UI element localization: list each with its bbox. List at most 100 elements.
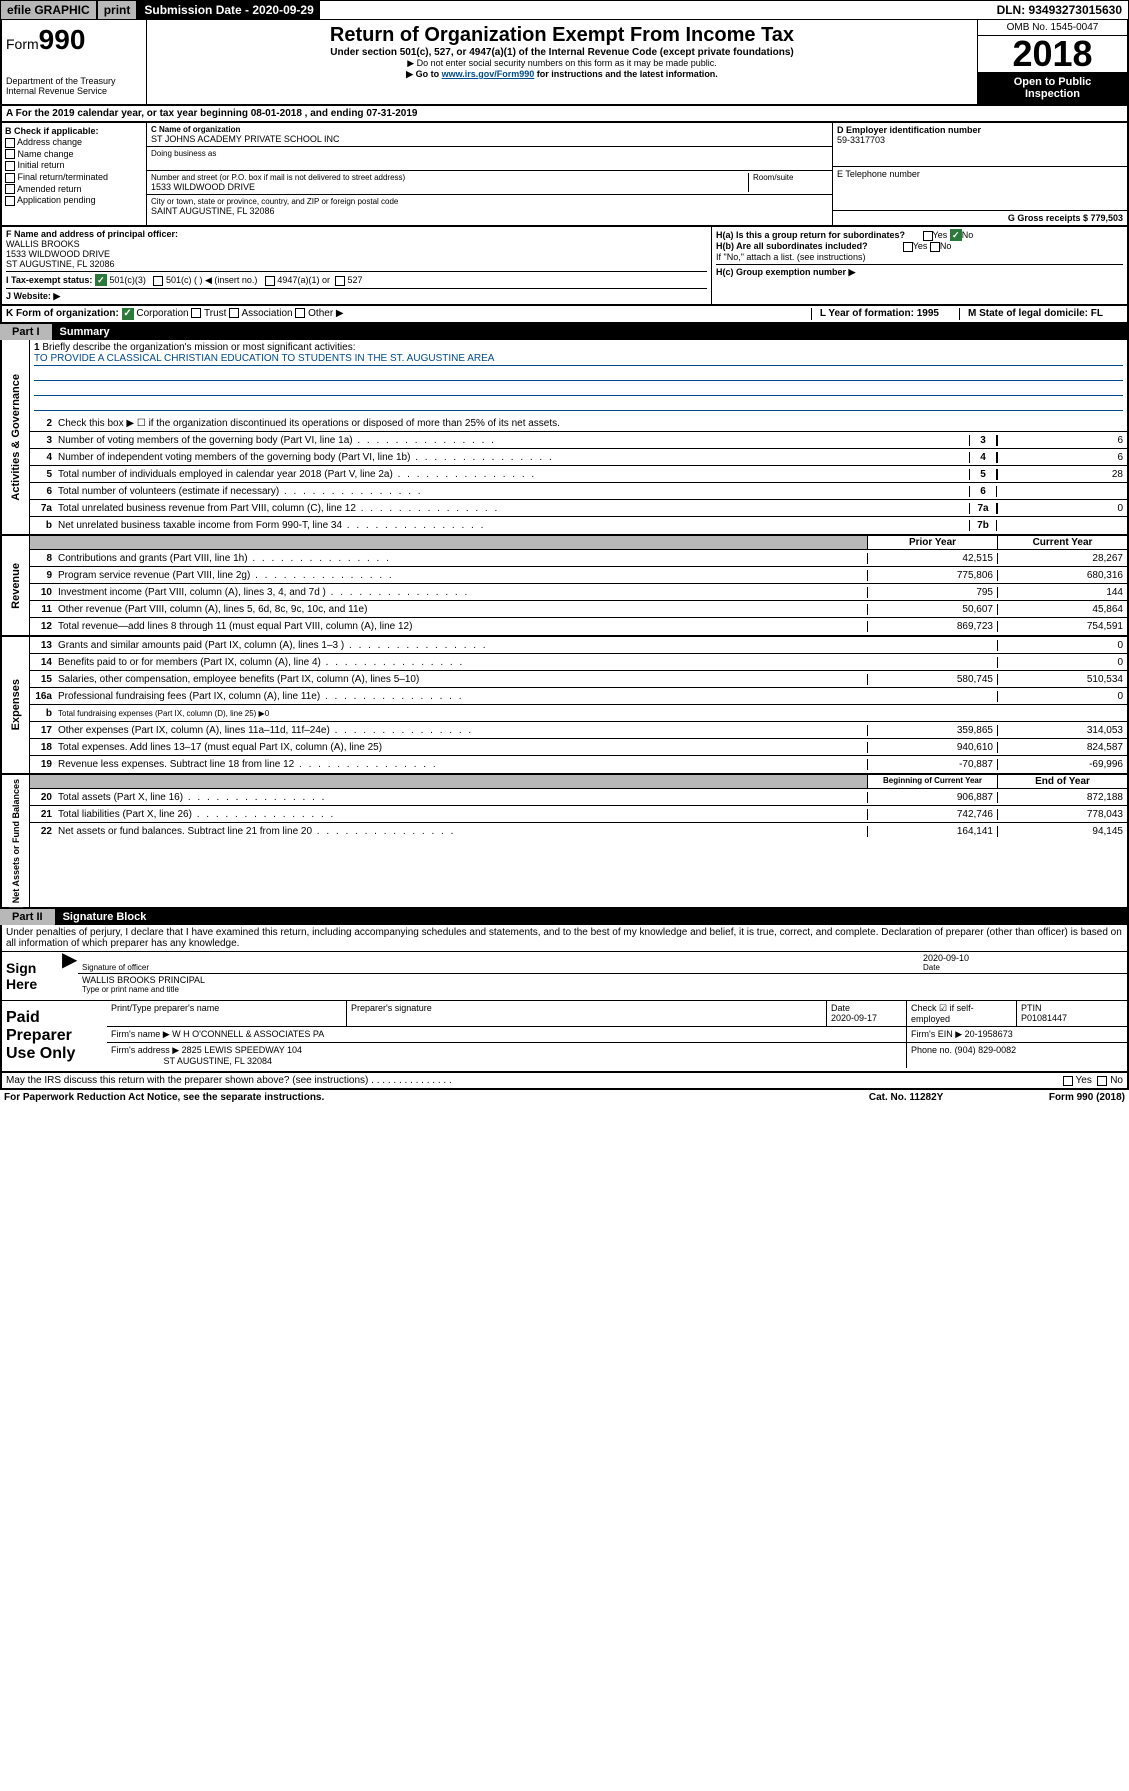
c8: 28,267 xyxy=(997,553,1127,564)
expenses-section: Expenses 13Grants and similar amounts pa… xyxy=(0,637,1129,775)
prep-date: 2020-09-17 xyxy=(831,1013,902,1023)
row-k: K Form of organization: ✓ Corporation Tr… xyxy=(0,306,1129,324)
part-1-box: Part I xyxy=(0,324,52,340)
p19: -70,887 xyxy=(867,759,997,770)
p12: 869,723 xyxy=(867,621,997,632)
c12: 754,591 xyxy=(997,621,1127,632)
l6: Total number of volunteers (estimate if … xyxy=(56,485,969,498)
l13: Grants and similar amounts paid (Part IX… xyxy=(56,639,867,652)
city-value: SAINT AUGUSTINE, FL 32086 xyxy=(151,206,828,216)
section-fgh: F Name and address of principal officer:… xyxy=(0,227,1129,306)
dln-label: DLN: 93493273015630 xyxy=(991,1,1128,19)
sig-officer-label: Signature of officer xyxy=(82,963,923,972)
vlabel-exp: Expenses xyxy=(8,675,24,734)
ha-no: No xyxy=(962,230,974,240)
check-self-employed: Check ☑ if self-employed xyxy=(907,1001,1017,1026)
p8: 42,515 xyxy=(867,553,997,564)
form-footer: Form 990 (2018) xyxy=(1049,1092,1125,1103)
p18: 940,610 xyxy=(867,742,997,753)
form-title: Return of Organization Exempt From Incom… xyxy=(151,24,973,47)
c9: 680,316 xyxy=(997,570,1127,581)
chk-name-change[interactable]: Name change xyxy=(5,149,143,160)
c11: 45,864 xyxy=(997,604,1127,615)
c19: -69,996 xyxy=(997,759,1127,770)
city-label: City or town, state or province, country… xyxy=(151,197,828,206)
section-bcd: B Check if applicable: Address change Na… xyxy=(0,123,1129,227)
l17: Other expenses (Part IX, column (A), lin… xyxy=(56,724,867,737)
l21: Total liabilities (Part X, line 26) xyxy=(56,808,867,821)
phone-lbl: Phone no. xyxy=(911,1045,952,1055)
officer-name: WALLIS BROOKS xyxy=(6,239,707,249)
form-subtitle-2: ▶ Do not enter social security numbers o… xyxy=(151,58,973,69)
revenue-section: Revenue Prior YearCurrent Year 8Contribu… xyxy=(0,536,1129,637)
h-note: If "No," attach a list. (see instruction… xyxy=(716,252,1123,262)
net-assets-section: Net Assets or Fund Balances Beginning of… xyxy=(0,775,1129,909)
part-2-box: Part II xyxy=(0,909,55,925)
efile-button[interactable]: efile GRAPHIC xyxy=(1,1,98,19)
box-b-title: B Check if applicable: xyxy=(5,126,143,136)
chk-amended[interactable]: Amended return xyxy=(5,184,143,195)
sig-intro: Under penalties of perjury, I declare th… xyxy=(2,925,1127,951)
l19: Revenue less expenses. Subtract line 18 … xyxy=(56,758,867,771)
hdr-end: End of Year xyxy=(997,775,1127,788)
chk-app-pending[interactable]: Application pending xyxy=(5,195,143,206)
part-2-header: Part II Signature Block xyxy=(0,909,1129,925)
c20: 872,188 xyxy=(997,792,1127,803)
dept-treasury: Department of the Treasury xyxy=(6,76,142,86)
v5: 28 xyxy=(997,469,1127,480)
prep-name-label: Print/Type preparer's name xyxy=(107,1001,347,1026)
l12: Total revenue—add lines 8 through 11 (mu… xyxy=(56,620,867,633)
firm-name: W H O'CONNELL & ASSOCIATES PA xyxy=(172,1029,324,1039)
opt-501c: 501(c) ( ) ◀ (insert no.) xyxy=(166,275,257,285)
ein-value: 59-3317703 xyxy=(837,135,1123,145)
l16a: Professional fundraising fees (Part IX, … xyxy=(56,690,867,703)
firm-ein-label: Firm's EIN ▶ xyxy=(911,1029,962,1039)
goto-post: for instructions and the latest informat… xyxy=(534,69,718,79)
opt-4947: 4947(a)(1) or xyxy=(277,275,330,285)
p10: 795 xyxy=(867,587,997,598)
chk-address-change[interactable]: Address change xyxy=(5,137,143,148)
officer-street: 1533 WILDWOOD DRIVE xyxy=(6,249,707,259)
k-trust: Trust xyxy=(204,308,226,319)
ein-label: D Employer identification number xyxy=(837,125,1123,135)
footer-final: For Paperwork Reduction Act Notice, see … xyxy=(0,1090,1129,1105)
p22: 164,141 xyxy=(867,826,997,837)
c22: 94,145 xyxy=(997,826,1127,837)
prep-sig-label: Preparer's signature xyxy=(347,1001,827,1026)
p20: 906,887 xyxy=(867,792,997,803)
print-button[interactable]: print xyxy=(98,1,139,19)
vlabel-na: Net Assets or Fund Balances xyxy=(9,775,23,907)
l-year: L Year of formation: 1995 xyxy=(811,308,959,320)
firm-addr1: 2825 LEWIS SPEEDWAY 104 xyxy=(182,1045,302,1055)
q2-label: Check this box ▶ ☐ if the organization d… xyxy=(56,417,1127,430)
vlabel-ag: Activities & Governance xyxy=(8,370,24,505)
l7a: Total unrelated business revenue from Pa… xyxy=(56,502,969,515)
p9: 775,806 xyxy=(867,570,997,581)
ha-yes: Yes xyxy=(933,230,948,240)
street-value: 1533 WILDWOOD DRIVE xyxy=(151,182,748,192)
l16b: Total fundraising expenses (Part IX, col… xyxy=(56,708,867,719)
form-subtitle-1: Under section 501(c), 527, or 4947(a)(1)… xyxy=(151,47,973,58)
c17: 314,053 xyxy=(997,725,1127,736)
l11: Other revenue (Part VIII, column (A), li… xyxy=(56,603,867,616)
sig-date-value: 2020-09-10 xyxy=(923,953,1123,963)
phone-label: E Telephone number xyxy=(837,169,1123,179)
goto-pre: ▶ Go to xyxy=(406,69,441,79)
mission-text: TO PROVIDE A CLASSICAL CHRISTIAN EDUCATI… xyxy=(34,353,1123,366)
hb-no: No xyxy=(940,241,952,251)
irs-link[interactable]: www.irs.gov/Form990 xyxy=(442,69,535,79)
chk-initial-return[interactable]: Initial return xyxy=(5,160,143,171)
p17: 359,865 xyxy=(867,725,997,736)
discuss-text: May the IRS discuss this return with the… xyxy=(6,1075,368,1086)
open-public: Open to Public Inspection xyxy=(978,72,1127,104)
open-public-2: Inspection xyxy=(982,88,1123,100)
room-label: Room/suite xyxy=(753,173,828,182)
l8: Contributions and grants (Part VIII, lin… xyxy=(56,552,867,565)
tax-exempt-label: I Tax-exempt status: xyxy=(6,275,92,285)
gross-receipts: G Gross receipts $ 779,503 xyxy=(1008,213,1123,223)
c15: 510,534 xyxy=(997,674,1127,685)
form-prefix: Form xyxy=(6,36,39,52)
l3: Number of voting members of the governin… xyxy=(56,434,969,447)
cat-no: Cat. No. 11282Y xyxy=(869,1092,1049,1103)
chk-final-return[interactable]: Final return/terminated xyxy=(5,172,143,183)
